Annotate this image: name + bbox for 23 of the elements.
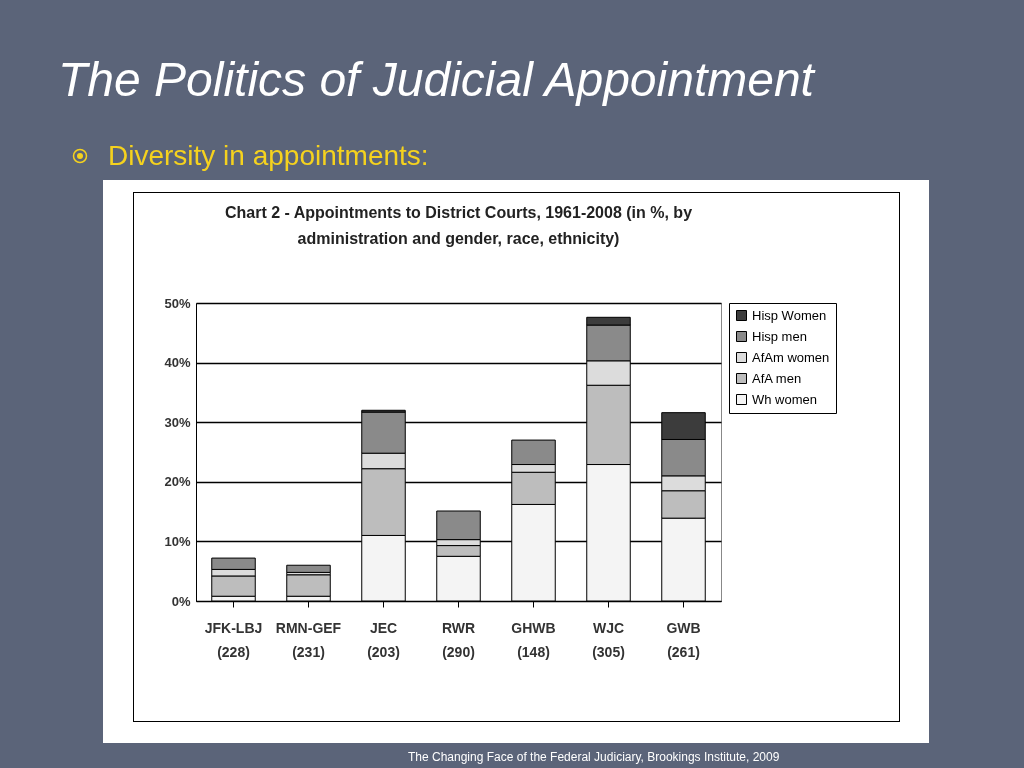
x-tick-label: GWB (261) (666, 619, 701, 660)
y-tick-label: 30% (164, 414, 191, 430)
text: The Politics of Judicial Appointment (58, 52, 814, 107)
x-tick-label: JEC (203) (367, 619, 400, 660)
legend-label: Hisp men (752, 328, 807, 344)
y-tick-label: 40% (164, 355, 191, 371)
legend-label: Wh women (752, 391, 818, 407)
y-tick-label: 20% (164, 474, 191, 490)
text: The Changing Face of the Federal Judiciary, Brookings Institute, 2009 (408, 750, 780, 764)
y-tick-label: 0% (171, 593, 191, 609)
x-tick-label: RWR (290) (441, 619, 476, 660)
legend-label: AfA men (752, 370, 802, 386)
text: Diversity in appointments: (108, 140, 429, 172)
bar (286, 564, 331, 573)
legend-label: AfAm women (752, 349, 830, 365)
x-tick-label: RMN-GEF (231) (275, 619, 342, 660)
legend-label: Hisp Women (752, 307, 827, 323)
x-tick-label: WJC (305) (592, 619, 625, 660)
x-tick-label: JFK-LBJ (228) (204, 619, 263, 660)
y-tick-label: 10% (164, 533, 191, 549)
x-tick-label: GHWB (148) (511, 619, 556, 660)
y-tick-label: 50% (164, 295, 191, 311)
chart-title: Chart 2 - Appointments to District Courts, 1961-2008 (in %, by administration and gender, race, ethnicity) (224, 204, 693, 247)
